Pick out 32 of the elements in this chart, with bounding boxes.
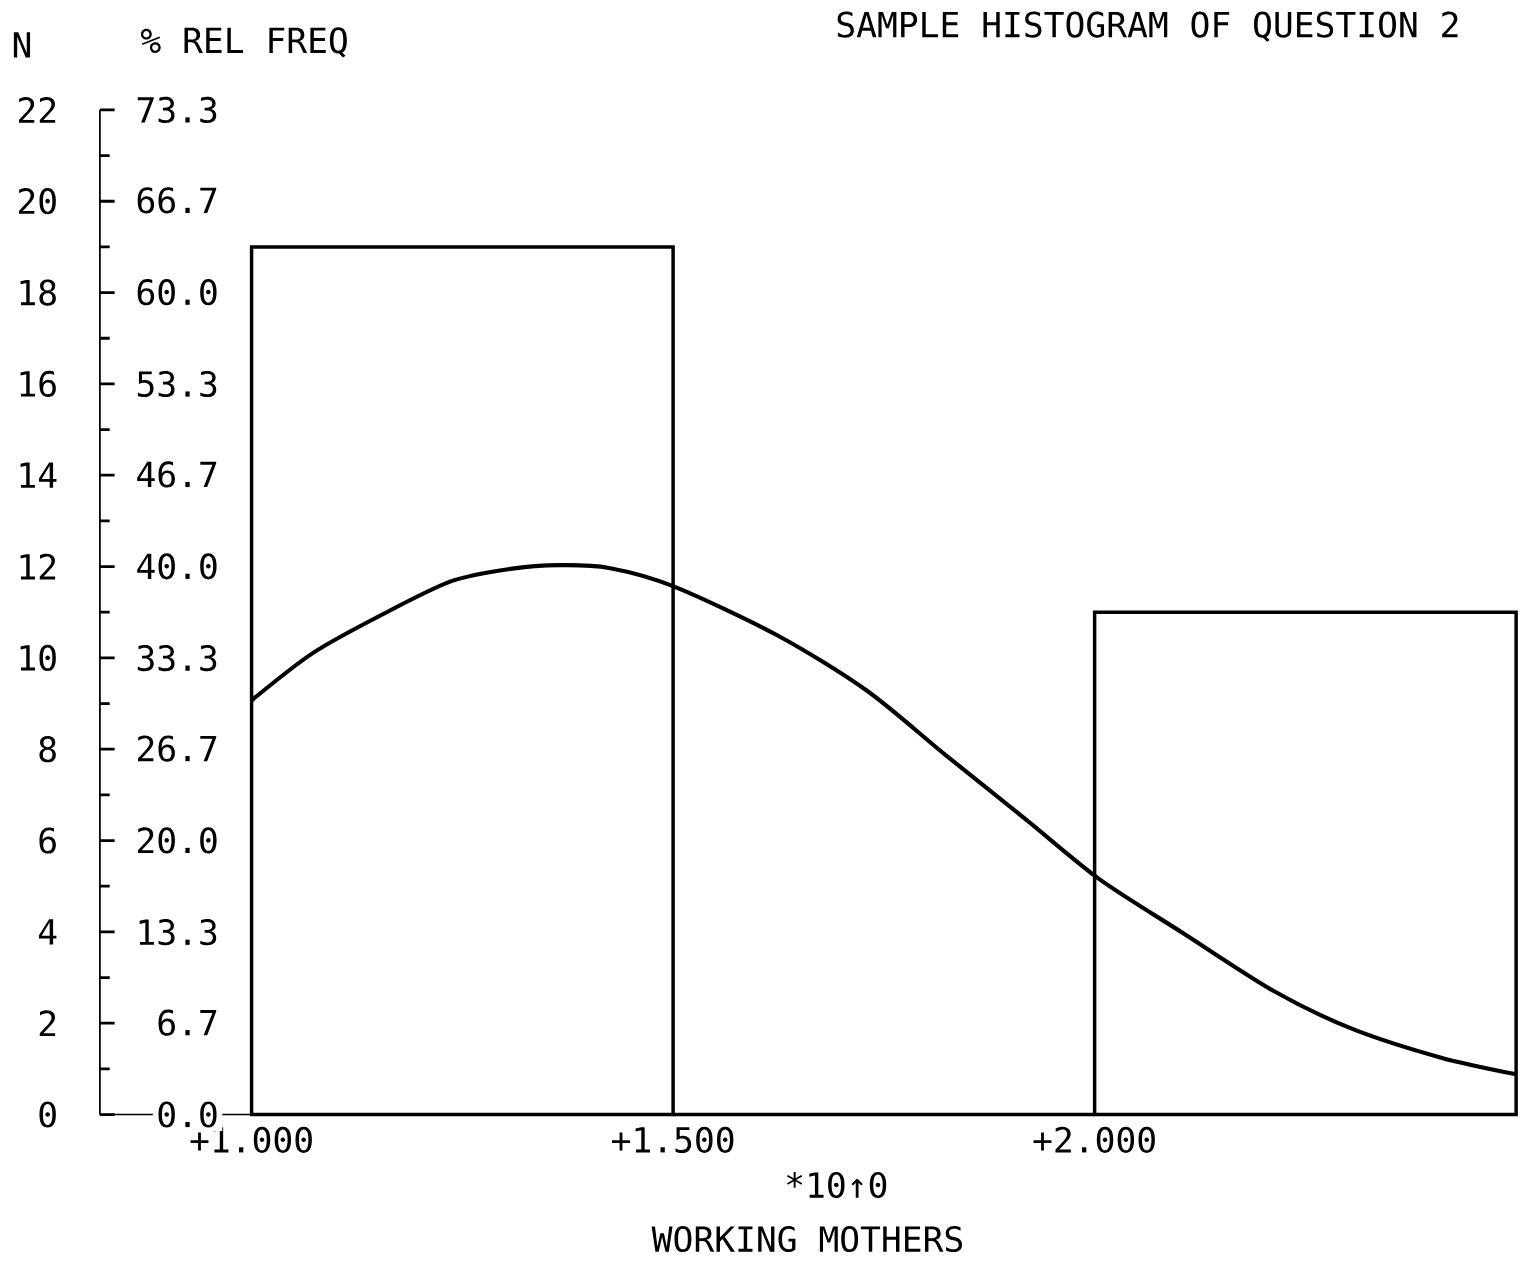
y2-tick-label: 53.3 <box>137 370 217 398</box>
y2-tick-label: 20.0 <box>138 827 217 854</box>
y-tick-label: 18 <box>20 279 56 306</box>
y-tick-label: 20 <box>18 188 56 215</box>
y-tick-label: 0 <box>39 1101 56 1128</box>
y2-tick-label: 0.0 <box>158 1101 217 1128</box>
y2-tick-label: 40.0 <box>137 553 217 580</box>
y-tick-label: 4 <box>38 919 57 945</box>
y-tick-label: 16 <box>20 370 56 397</box>
y-tick-label: 12 <box>20 553 56 580</box>
y2-tick-label: 46.7 <box>137 461 217 488</box>
text: *10↑0 <box>787 1171 887 1199</box>
y2-tick-label: 6.7 <box>158 1009 217 1036</box>
y-tick-label: 14 <box>20 462 57 488</box>
y-axis-title: N <box>13 32 31 58</box>
x-tick-label: +1.000 <box>190 1126 312 1153</box>
y2-tick-label: 26.7 <box>138 735 217 762</box>
y2-axis-title: % REL FREQ <box>140 27 347 58</box>
y-tick-label: 8 <box>39 736 56 763</box>
y2-tick-label: 60.0 <box>137 279 217 306</box>
y2-tick-label: 13.3 <box>139 919 217 946</box>
x-axis-title: WORKING MOTHERS <box>651 1225 962 1253</box>
y-tick-label: 22 <box>18 97 56 123</box>
x-tick-label: +1.500 <box>612 1126 734 1153</box>
x-tick-label: +2.000 <box>1033 1126 1155 1153</box>
chart-title: SAMPLE HISTOGRAM OF QUESTION 2 <box>837 11 1458 42</box>
y2-tick-label: 66.7 <box>137 187 217 214</box>
y-tick-label: 10 <box>20 644 56 671</box>
y-tick-label: 6 <box>39 827 56 854</box>
y-tick-label: 2 <box>39 1010 56 1036</box>
y2-tick-label: 33.3 <box>137 644 217 672</box>
y2-tick-label: 73.3 <box>137 96 217 123</box>
